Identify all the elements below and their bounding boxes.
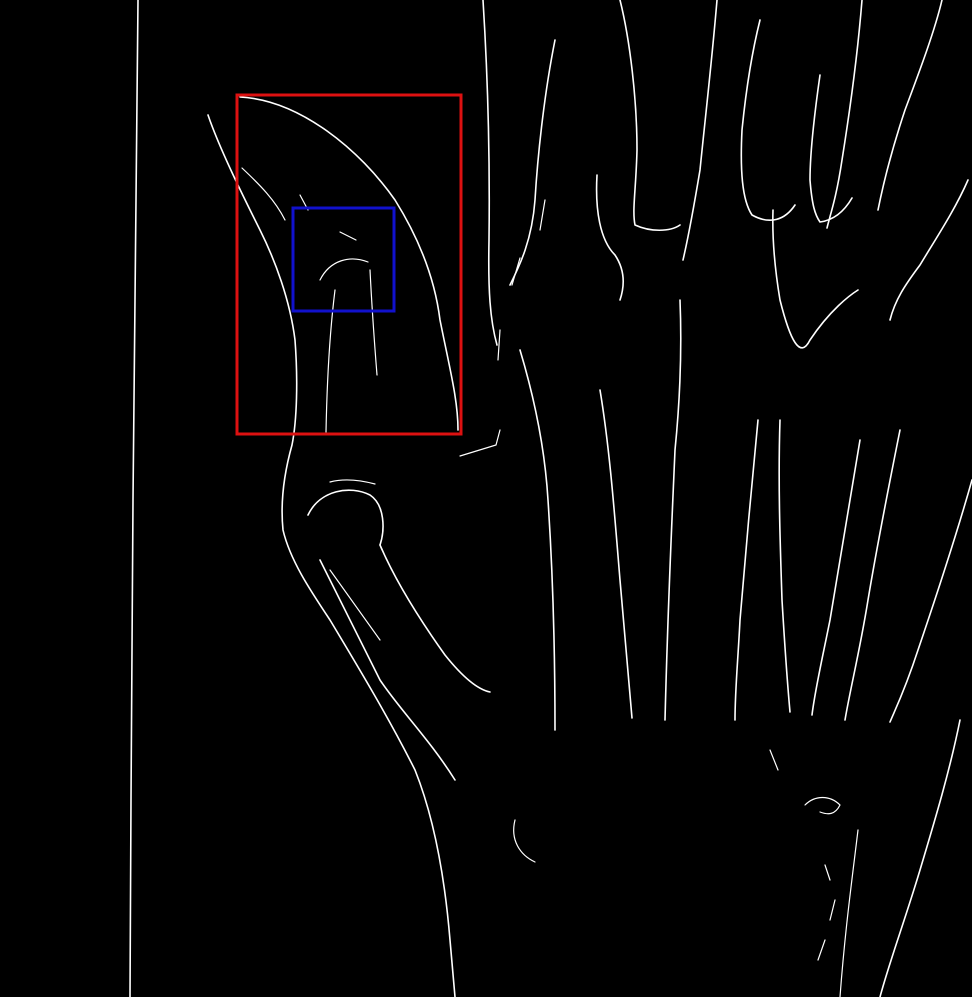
little-proximal-left <box>844 429 901 721</box>
index-joint-edge <box>459 199 546 457</box>
middle-distal-left <box>595 174 625 301</box>
thumb-bone-right <box>369 269 378 376</box>
middle-finger-left-edge <box>619 0 681 232</box>
wrist-right-edge <box>839 829 859 997</box>
palm-ulnar-edge <box>879 719 961 997</box>
little-finger-left-edge <box>809 74 853 223</box>
outer-annotation-box <box>235 93 463 436</box>
ring-distal-left <box>772 209 859 349</box>
thumb-tip-outer-edge <box>239 96 459 431</box>
index-finger-right-edge <box>509 39 556 286</box>
thumb-tip-inner-edge <box>207 114 456 997</box>
thumb-joint-top <box>319 258 369 281</box>
carpal-arc-edge <box>513 819 536 863</box>
thumb-mcp-edge <box>307 489 384 546</box>
little-finger-right-edge <box>877 0 943 211</box>
carpal-hook-edge <box>804 796 841 815</box>
film-border-edge <box>129 0 139 997</box>
middle-finger-right-edge <box>682 0 718 261</box>
ring-finger-left-edge <box>740 19 796 221</box>
ring-proximal-right <box>811 439 861 716</box>
little-proximal-right <box>889 479 972 723</box>
ring-finger-right-edge <box>826 0 863 229</box>
thumb-bone-left <box>325 289 336 433</box>
inner-annotation-box <box>291 206 396 313</box>
index-finger-left-edge <box>482 0 498 346</box>
thumb-sesamoid-top <box>329 479 376 485</box>
thumb-metacarpal-inner <box>319 559 456 781</box>
little-distal-right <box>889 179 969 321</box>
middle-proximal-right <box>734 419 759 721</box>
index-proximal-left <box>519 349 556 731</box>
thumb-nail-edge <box>241 167 286 221</box>
index-proximal-right <box>599 389 633 719</box>
edge-lines <box>129 0 972 997</box>
carpal-small-edge <box>769 749 836 961</box>
thumb-metacarpal-outer <box>379 544 491 693</box>
thumb-metacarpal-line <box>329 569 381 641</box>
middle-proximal-left <box>664 299 682 721</box>
ring-proximal-left <box>778 419 791 713</box>
